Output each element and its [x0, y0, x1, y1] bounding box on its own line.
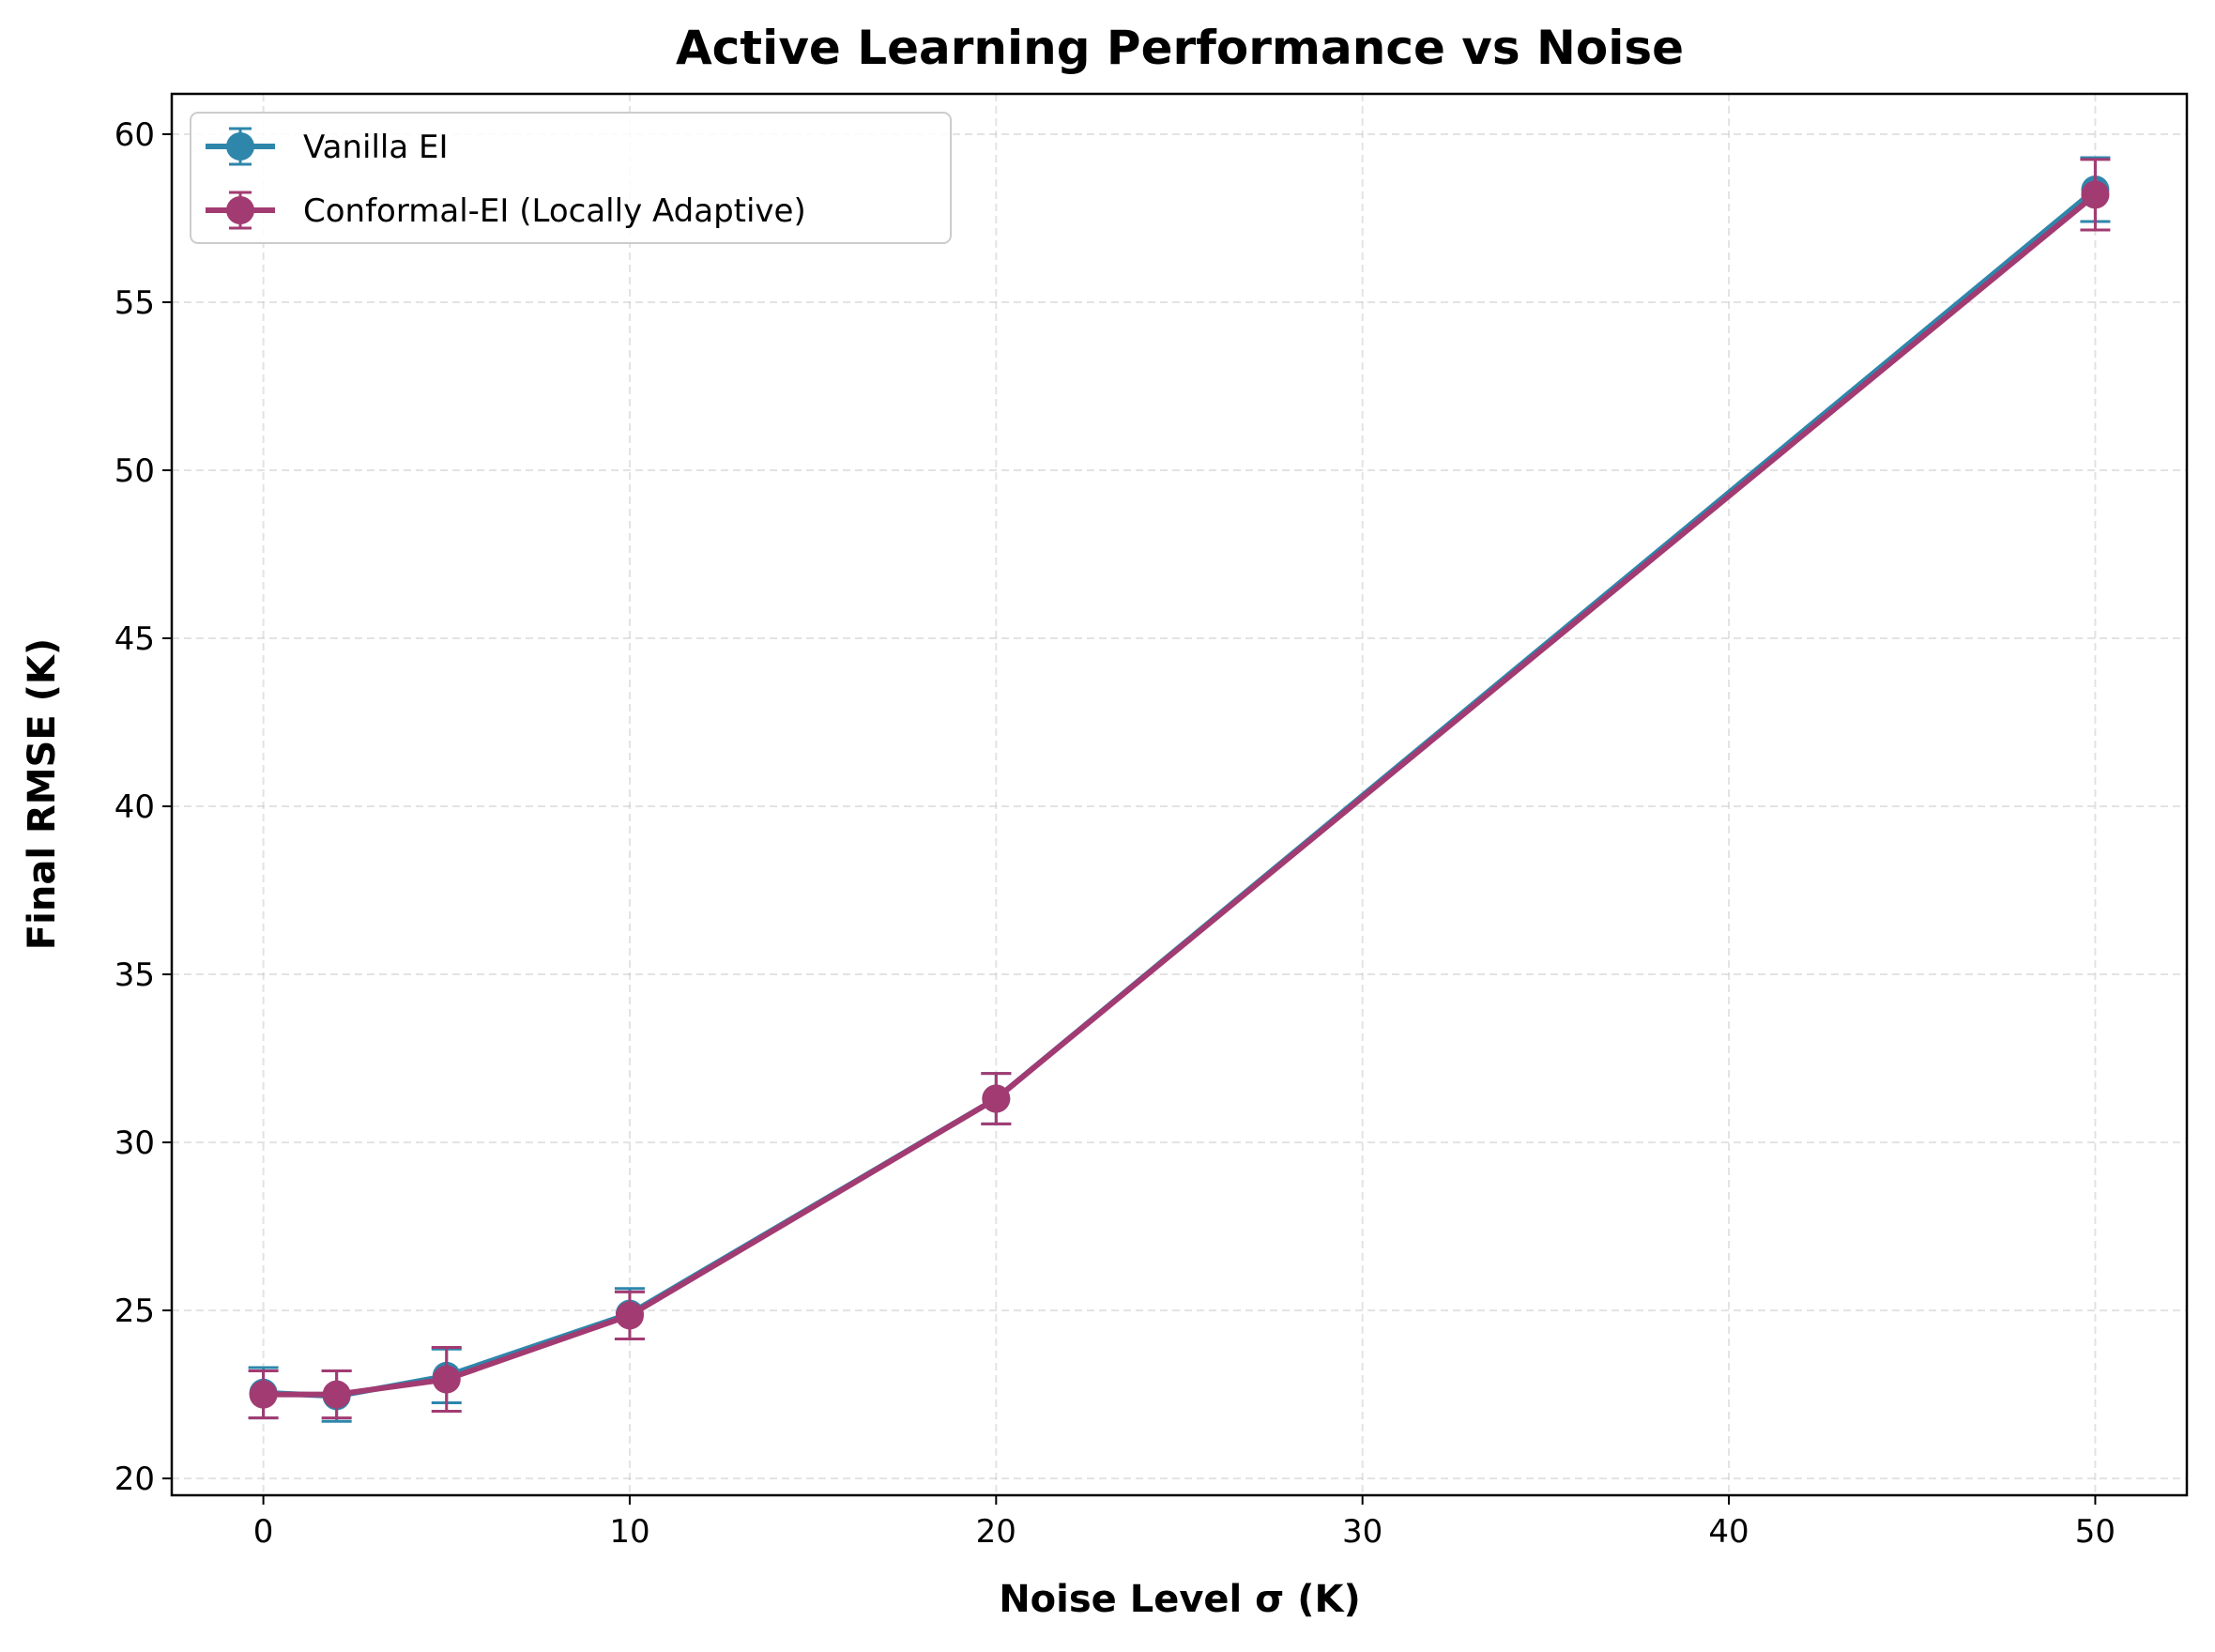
plot-frame [170, 92, 2189, 1497]
data-point [615, 1301, 644, 1330]
legend-label: Conformal-EI (Locally Adaptive) [303, 192, 806, 230]
x-tick-label: 20 [976, 1513, 1016, 1551]
legend-marker [226, 196, 254, 224]
legend-entry: Vanilla EI [206, 127, 449, 166]
data-point [2081, 180, 2110, 209]
y-tick-label: 50 [115, 452, 155, 490]
x-tick-label: 50 [2075, 1513, 2116, 1551]
y-tick-label: 25 [115, 1293, 155, 1330]
x-tick-label: 10 [609, 1513, 649, 1551]
y-tick-label: 40 [115, 788, 155, 826]
y-tick-label: 60 [115, 116, 155, 154]
legend: Vanilla EI Conformal-EI (Locally Adaptive… [190, 112, 952, 244]
y-axis: 20 25 30 35 40 45 50 55 60 [115, 116, 172, 1498]
y-tick-label: 20 [115, 1461, 155, 1498]
data-point [322, 1380, 351, 1409]
legend-box [190, 112, 952, 244]
series-layer [248, 156, 2111, 1423]
x-tick-label: 40 [1708, 1513, 1749, 1551]
chart-title: Active Learning Performance vs Noise [676, 21, 1684, 75]
x-axis: 0 10 20 30 40 50 [253, 1495, 2116, 1551]
y-tick-label: 30 [115, 1124, 155, 1162]
data-point [432, 1365, 461, 1394]
x-axis-title: Noise Level σ (K) [999, 1578, 1361, 1621]
x-tick-label: 0 [253, 1513, 274, 1551]
data-point [249, 1380, 278, 1409]
data-point [982, 1084, 1011, 1113]
legend-label: Vanilla EI [303, 129, 449, 166]
y-axis-title: Final RMSE (K) [21, 638, 64, 950]
series-2 [248, 158, 2111, 1420]
y-tick-label: 45 [115, 620, 155, 658]
x-tick-label: 30 [1342, 1513, 1382, 1551]
y-tick-label: 55 [115, 284, 155, 322]
legend-marker [226, 132, 254, 161]
legend-entry: Conformal-EI (Locally Adaptive) [206, 191, 806, 230]
y-tick-label: 35 [115, 956, 155, 994]
